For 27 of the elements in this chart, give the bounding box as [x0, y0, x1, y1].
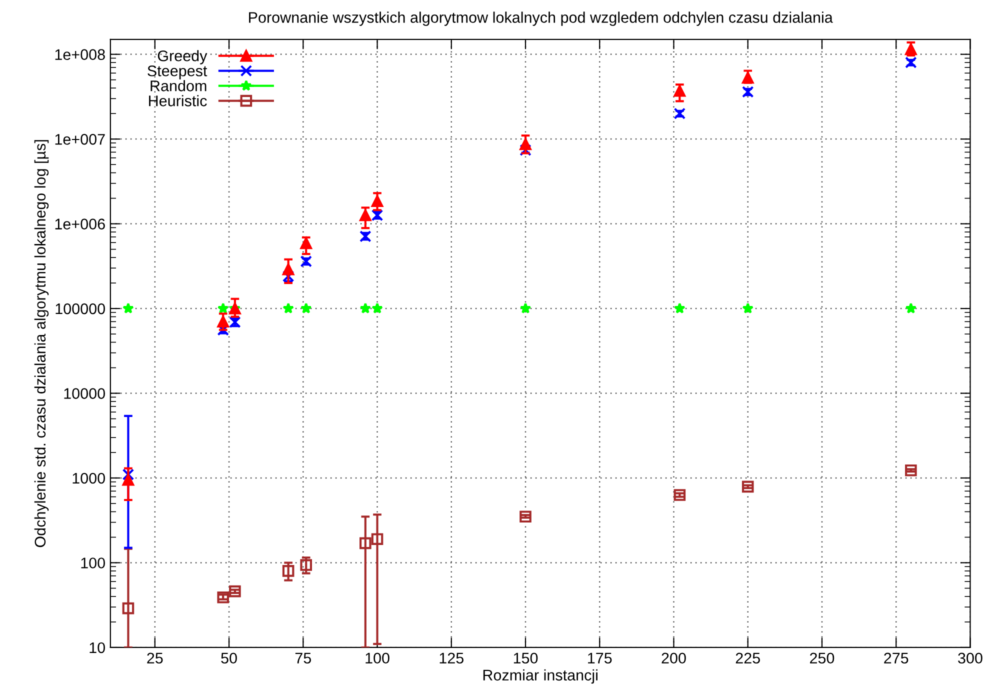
- x-tick-label: 200: [662, 652, 686, 664]
- y-tick-label: 100: [81, 558, 105, 568]
- legend-label: Heuristic: [149, 95, 207, 106]
- y-tick-label: 10000: [64, 388, 105, 399]
- x-tick-label: 250: [810, 652, 834, 664]
- y-tick-label: 1e+007: [55, 134, 105, 145]
- legend-label: Random: [150, 80, 206, 92]
- legend-label: Steepest: [148, 65, 208, 80]
- y-tick-label: 1000: [72, 472, 105, 484]
- x-tick-label: 75: [295, 652, 311, 664]
- y-tick-label: 1e+008: [55, 49, 105, 60]
- x-tick-label: 300: [958, 652, 982, 664]
- chart-title: Porownanie wszystkich algorytmow lokalnych pod wzgledem odchylen czasu dzialania: [249, 12, 833, 26]
- x-tick-label: 100: [366, 652, 390, 664]
- y-tick-label: 10: [90, 642, 105, 654]
- x-tick-label: 275: [884, 652, 908, 664]
- y-axis-title: Odchylenie std. czasu dzialania algorytmu lokalnego log [µs]: [34, 140, 49, 548]
- y-tick-label: 1e+006: [55, 218, 105, 230]
- legend-label: Greedy: [158, 50, 208, 64]
- x-tick-label: 50: [221, 652, 237, 664]
- x-tick-label: 25: [147, 652, 163, 664]
- x-tick-label: 175: [588, 652, 612, 664]
- x-axis-title: Rozmiar instancji: [483, 669, 598, 684]
- x-tick-label: 225: [736, 652, 760, 664]
- y-tick-label: 100000: [56, 303, 105, 314]
- x-tick-label: 150: [514, 652, 538, 664]
- x-tick-label: 125: [440, 652, 464, 664]
